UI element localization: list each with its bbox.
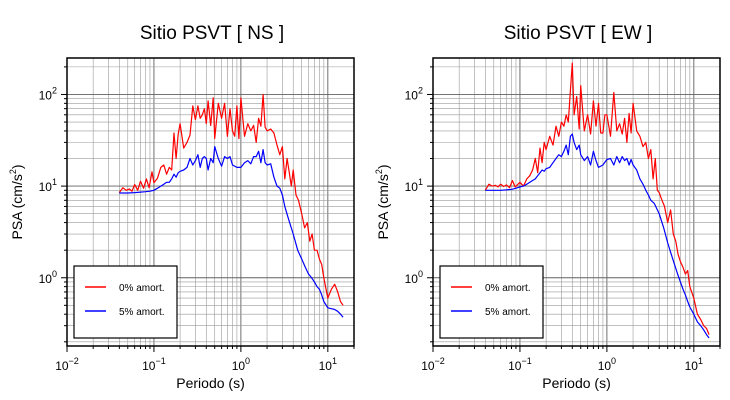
x-tick-label: 10−2 [55, 356, 79, 373]
y-tick-label: 100 [39, 269, 57, 286]
series-line-5-amort [119, 146, 344, 318]
legend-label: 5% amort. [485, 307, 531, 318]
x-tick-label: 10−2 [421, 356, 445, 373]
x-tick-label: 101 [319, 356, 337, 373]
plot-frame [432, 57, 721, 347]
tick-layer: 10−2 10−1 100 101 100 101 102 [405, 66, 721, 373]
series-line-0-amort [118, 93, 344, 306]
legend-label: 0% amort. [485, 283, 531, 294]
chart-title: Sitio PSVT [ NS ] [140, 23, 284, 44]
x-tick-label: 10−1 [508, 356, 532, 373]
legend-box [439, 265, 544, 339]
legend: 0% amort. 5% amort. [439, 265, 544, 339]
x-tick-label: 100 [598, 356, 616, 373]
legend-box [73, 265, 178, 339]
tick-layer: 10−2 10−1 100 101 100 101 102 [39, 66, 355, 373]
series-line-5-amort [485, 133, 710, 339]
y-tick-label: 102 [39, 85, 57, 102]
x-axis-label: Periodo (s) [542, 375, 610, 391]
chart-ew: Sitio PSVT [ EW ] 10−2 10−1 100 10110010110… [374, 23, 721, 391]
x-tick-label: 100 [232, 356, 250, 373]
y-tick-label: 102 [405, 85, 423, 102]
y-tick-label: 101 [39, 177, 57, 194]
y-axis-label: PSA (cm/s2) [374, 164, 391, 239]
grid [67, 58, 354, 346]
legend-label: 0% amort. [119, 283, 165, 294]
plot-frame [66, 57, 355, 347]
legend-label: 5% amort. [119, 307, 165, 318]
series-layer [118, 93, 344, 318]
chart-ns: Sitio PSVT [ NS ] 10−2 10−1 100 10110010110… [8, 23, 355, 391]
y-tick-label: 100 [405, 269, 423, 286]
x-tick-label: 101 [685, 356, 703, 373]
y-axis-label: PSA (cm/s2) [8, 164, 25, 239]
series-line-0-amort [484, 62, 710, 335]
series-layer [484, 62, 710, 339]
legend: 0% amort. 5% amort. [73, 265, 178, 339]
x-axis-label: Periodo (s) [176, 375, 244, 391]
x-tick-label: 10−1 [142, 356, 166, 373]
y-tick-label: 101 [405, 177, 423, 194]
chart-title: Sitio PSVT [ EW ] [504, 23, 653, 44]
